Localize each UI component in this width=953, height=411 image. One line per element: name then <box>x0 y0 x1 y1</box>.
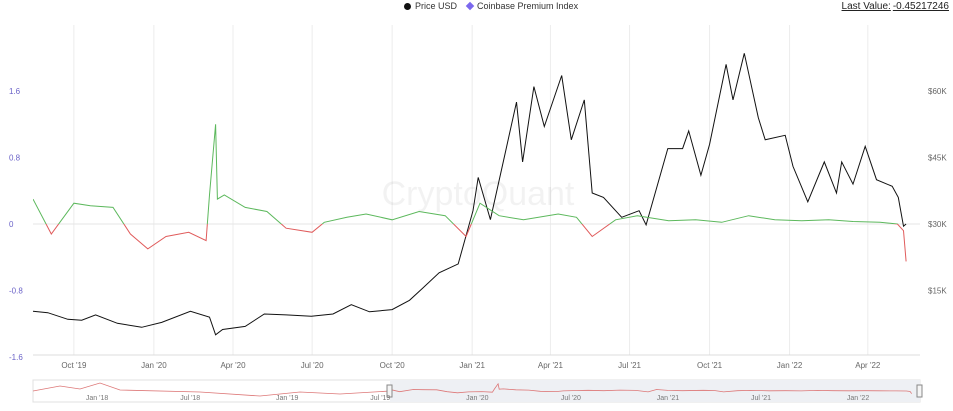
legend-price-label: Price USD <box>415 1 458 11</box>
range-navigator[interactable]: Jan '18 Jul '18 Jan '19 Jul '19 Jan '20 Jul '… <box>32 379 923 403</box>
last-value-readout: Last Value: -0.45217246 <box>840 1 949 12</box>
legend-item-price[interactable]: Price USD <box>404 1 457 11</box>
series-line-premium-positive <box>33 124 899 224</box>
legend-item-premium[interactable]: Coinbase Premium Index <box>465 1 579 11</box>
navigator-handle-left[interactable] <box>386 384 393 398</box>
legend-premium-label: Coinbase Premium Index <box>477 1 579 11</box>
y-right-tick-label: $60K <box>928 87 947 96</box>
navigator-tick-label: Jan '18 <box>86 395 108 402</box>
navigator-handle-right[interactable] <box>916 384 923 398</box>
y-left-tick-label: 1.6 <box>9 87 21 96</box>
x-tick-label: Oct '19 <box>61 361 87 370</box>
navigator-tick-label: Jan '19 <box>276 395 298 402</box>
navigator-tick-label: Jul '20 <box>561 395 581 402</box>
series-line-premium-negative <box>45 224 907 262</box>
y-axis-left: 1.6 0.8 0 -0.8 -1.6 <box>9 87 23 362</box>
x-tick-label: Jan '20 <box>141 361 167 370</box>
navigator-tick-label: Jan '21 <box>657 395 679 402</box>
navigator-tick-label: Jul '19 <box>370 395 390 402</box>
x-tick-label: Jan '21 <box>459 361 485 370</box>
x-tick-label: Apr '21 <box>538 361 564 370</box>
y-left-tick-label: 0.8 <box>9 154 21 163</box>
navigator-selected-range[interactable] <box>390 380 920 402</box>
chart-legend: Price USD Coinbase Premium Index <box>404 1 578 11</box>
x-tick-label: Jul '20 <box>301 361 324 370</box>
series-line-price <box>32 53 907 336</box>
y-left-tick-label: -1.6 <box>9 353 23 362</box>
price-series-dot-icon <box>404 2 411 10</box>
y-right-tick-label: $15K <box>928 287 947 296</box>
navigator-tick-label: Jan '20 <box>466 395 488 402</box>
grid-lines <box>73 25 869 355</box>
last-value-label: Last Value: <box>841 1 891 12</box>
y-right-tick-label: $30K <box>928 220 947 229</box>
x-tick-label: Apr '22 <box>855 361 881 370</box>
x-axis: Oct '19 Jan '20 Apr '20 Jul '20 Oct '20 Jan '… <box>61 361 881 370</box>
last-value-number: -0.45217246 <box>892 1 949 12</box>
y-axis-right: $60K $45K $30K $15K <box>928 87 947 296</box>
y-left-tick-label: 0 <box>9 220 14 229</box>
navigator-tick-label: Jul '18 <box>180 395 200 402</box>
navigator-tick-label: Jan '22 <box>847 395 869 402</box>
y-left-tick-label: -0.8 <box>9 287 23 296</box>
navigator-tick-label: Jul '21 <box>751 395 771 402</box>
x-tick-label: Oct '20 <box>380 361 406 370</box>
x-tick-label: Apr '20 <box>220 361 246 370</box>
navigator-series <box>32 382 913 397</box>
x-tick-label: Jul '21 <box>618 361 641 370</box>
y-right-tick-label: $45K <box>928 154 947 163</box>
x-tick-label: Oct '21 <box>697 361 723 370</box>
x-tick-label: Jan '22 <box>777 361 803 370</box>
